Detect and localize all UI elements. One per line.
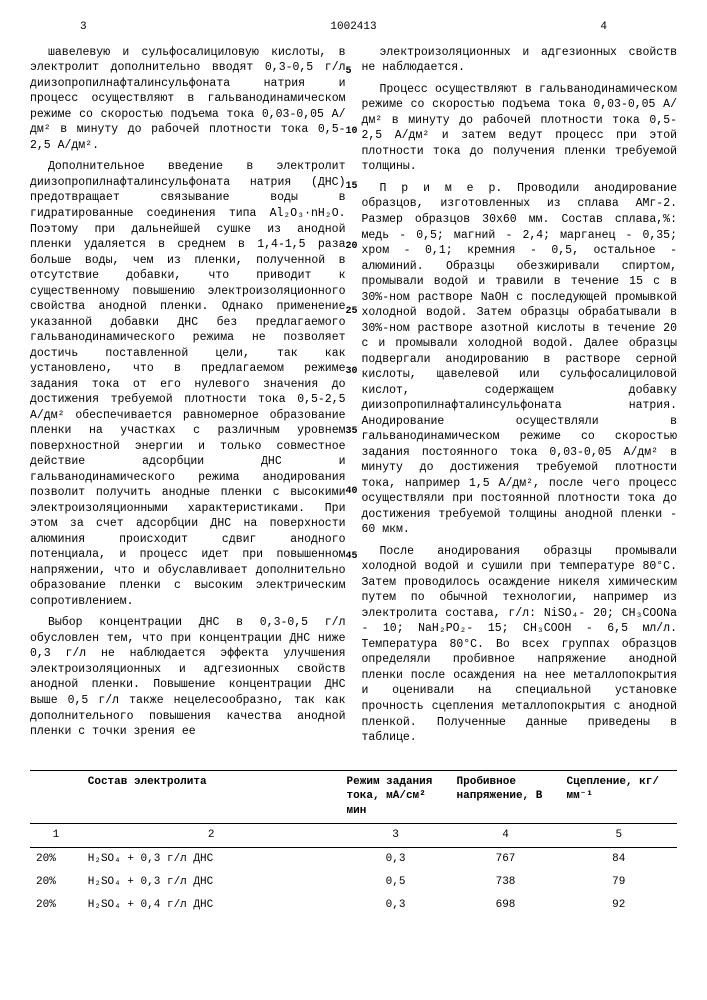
- td: 738: [451, 871, 561, 894]
- table-numrow: 1 2 3 4 5: [30, 824, 677, 848]
- td: 4: [451, 824, 561, 848]
- th: Пробивное напряжение, В: [451, 770, 561, 824]
- td: 3: [341, 824, 451, 848]
- table-header-row: Состав электролита Режим задания тока, м…: [30, 770, 677, 824]
- left-column: шавелевую и сульфосалициловую кислоты, в…: [30, 45, 346, 752]
- td: 5: [561, 824, 677, 848]
- para: Процесс осуществляют в гальванодинамичес…: [362, 82, 678, 175]
- para: электроизоляционных и адгезионных свойст…: [362, 45, 678, 76]
- td: 20%: [30, 894, 82, 917]
- table-row: 20%H₂SO₄ + 0,3 г/л ДНС0,573879: [30, 871, 677, 894]
- page-num-left: 3: [80, 20, 87, 35]
- para: П р и м е р. Проводили анодирование обра…: [362, 181, 678, 538]
- td: 0,3: [341, 847, 451, 870]
- td: 92: [561, 894, 677, 917]
- page-num-right: 4: [600, 20, 607, 35]
- line-mark: 5: [346, 65, 352, 79]
- line-mark: 25: [346, 305, 358, 319]
- line-mark: 45: [346, 550, 358, 564]
- page-header: 3 1002413 4: [30, 20, 677, 35]
- th: Режим задания тока, мА/см² мин: [341, 770, 451, 824]
- td: 767: [451, 847, 561, 870]
- line-mark: 35: [346, 425, 358, 439]
- para: Дополнительное введение в электролит дии…: [30, 159, 346, 609]
- text-columns: шавелевую и сульфосалициловую кислоты, в…: [30, 45, 677, 752]
- line-mark: 20: [346, 240, 358, 254]
- line-mark: 30: [346, 365, 358, 379]
- table-row: 20%H₂SO₄ + 0,3 г/л ДНС0,376784: [30, 847, 677, 870]
- td: 20%: [30, 847, 82, 870]
- para: шавелевую и сульфосалициловую кислоты, в…: [30, 45, 346, 154]
- td: 0,3: [341, 894, 451, 917]
- right-column: электроизоляционных и адгезионных свойст…: [362, 45, 678, 752]
- td: 20%: [30, 871, 82, 894]
- table-row: 20%H₂SO₄ + 0,4 г/л ДНС0,369892: [30, 894, 677, 917]
- patent-number: 1002413: [330, 21, 376, 33]
- para: Выбор концентрации ДНС в 0,3-0,5 г/л обу…: [30, 615, 346, 739]
- td: H₂SO₄ + 0,3 г/л ДНС: [82, 871, 341, 894]
- td: 84: [561, 847, 677, 870]
- line-mark: 10: [346, 125, 358, 139]
- td: 698: [451, 894, 561, 917]
- td: 0,5: [341, 871, 451, 894]
- line-mark: 15: [346, 180, 358, 194]
- td: 1: [30, 824, 82, 848]
- para: После анодирования образцы промывали хол…: [362, 544, 678, 746]
- td: H₂SO₄ + 0,4 г/л ДНС: [82, 894, 341, 917]
- th: Сцепление, кг/мм⁻¹: [561, 770, 677, 824]
- td: 2: [82, 824, 341, 848]
- th: [30, 770, 82, 824]
- data-table: Состав электролита Режим задания тока, м…: [30, 770, 677, 917]
- table-body: 20%H₂SO₄ + 0,3 г/л ДНС0,37678420%H₂SO₄ +…: [30, 847, 677, 916]
- td: 79: [561, 871, 677, 894]
- line-mark: 40: [346, 485, 358, 499]
- td: H₂SO₄ + 0,3 г/л ДНС: [82, 847, 341, 870]
- th: Состав электролита: [82, 770, 341, 824]
